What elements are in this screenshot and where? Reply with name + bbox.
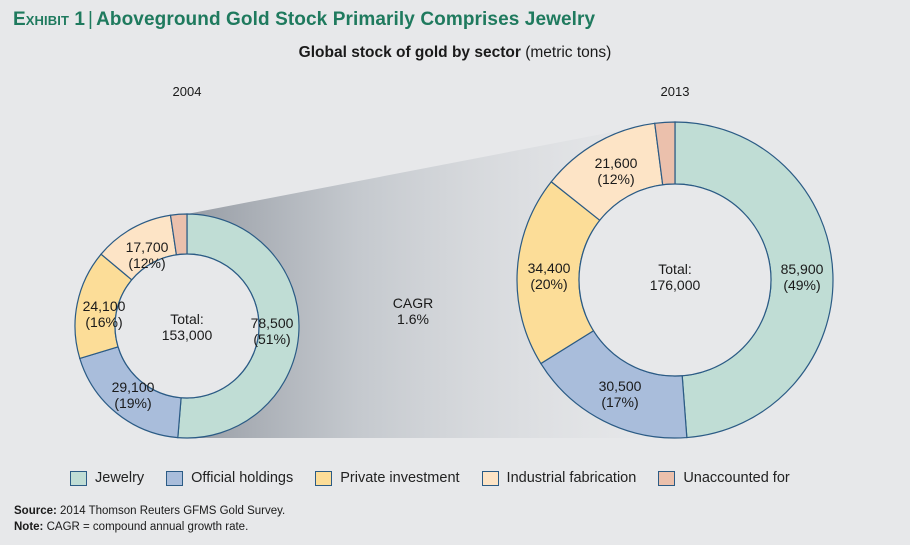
legend: Jewelry Official holdings Private invest… — [70, 470, 812, 486]
subtitle-units: (metric tons) — [525, 44, 612, 61]
donut-2013-hole — [578, 183, 772, 377]
donut-2013-total-label: Total: — [658, 261, 691, 277]
donut-2004-label-pct-industrial-fabrication: (12%) — [128, 255, 165, 271]
donut-year-label-2013: 2013 — [661, 84, 690, 99]
legend-label: Unaccounted for — [683, 470, 790, 486]
note-text: CAGR = compound annual growth rate. — [46, 521, 249, 533]
donut-2004-label-value-industrial-fabrication: 17,700 — [126, 239, 169, 255]
donut-2013-label-pct-industrial-fabrication: (12%) — [597, 171, 634, 187]
title-separator: | — [88, 9, 94, 30]
title-text: Aboveground Gold Stock Primarily Compris… — [96, 9, 596, 30]
legend-label: Private investment — [340, 470, 460, 486]
footer: Source: 2014 Thomson Reuters GFMS Gold S… — [14, 503, 285, 535]
donut-2013-label-pct-jewelry: (49%) — [783, 277, 820, 293]
legend-label: Official holdings — [191, 470, 294, 486]
legend-swatch-unaccounted-for — [658, 470, 676, 486]
donut-2013-total-value: 176,000 — [650, 277, 701, 293]
donut-2004-label-value-official-holdings: 29,100 — [112, 379, 155, 395]
legend-item-unaccounted-for: Unaccounted for — [658, 470, 790, 486]
note-label: Note: — [14, 521, 44, 533]
legend-swatch-industrial-fabrication — [481, 470, 499, 486]
donut-2013-label-value-jewelry: 85,900 — [781, 261, 824, 277]
legend-swatch-private-investment — [315, 470, 333, 486]
legend-swatch-jewelry — [70, 470, 87, 486]
note-line: Note: CAGR = compound annual growth rate… — [14, 519, 285, 535]
cagr-label: CAGR — [393, 295, 433, 311]
donut-2004-label-pct-official-holdings: (19%) — [114, 395, 151, 411]
exhibit-title: Exhibit 1 | Aboveground Gold Stock Primari… — [13, 9, 595, 31]
legend-label: Jewelry — [95, 470, 145, 486]
chart-subtitle: Global stock of gold by sector (metric t… — [0, 44, 910, 62]
legend-label: Industrial fabrication — [506, 470, 637, 486]
donut-2004-total-label: Total: — [170, 311, 203, 327]
legend-item-industrial-fabrication: Industrial fabrication — [481, 470, 637, 486]
donut-year-label-2004: 2004 — [173, 84, 202, 99]
donut-2013-label-value-private-investment: 34,400 — [528, 260, 571, 276]
donut-2013-label-pct-official-holdings: (17%) — [601, 394, 638, 410]
donut-2004-label-pct-jewelry: (51%) — [253, 331, 290, 347]
exhibit-label: Exhibit 1 — [13, 9, 86, 30]
legend-item-jewelry: Jewelry — [70, 470, 144, 486]
subtitle-main: Global stock of gold by sector — [298, 44, 521, 61]
legend-item-private-investment: Private investment — [315, 470, 460, 486]
donut-2013-label-pct-private-investment: (20%) — [530, 276, 567, 292]
donut-2013-label-value-industrial-fabrication: 21,600 — [595, 155, 638, 171]
source-text: 2014 Thomson Reuters GFMS Gold Survey. — [60, 505, 286, 517]
legend-swatch-official-holdings — [166, 470, 184, 486]
donut-2004-hole — [114, 253, 260, 399]
donut-2004-total-value: 153,000 — [162, 327, 213, 343]
legend-item-official-holdings: Official holdings — [166, 470, 293, 486]
donut-2004-label-value-jewelry: 78,500 — [251, 315, 294, 331]
donut-2004-label-pct-private-investment: (16%) — [85, 314, 122, 330]
source-label: Source: — [14, 505, 57, 517]
donut-2004-label-value-private-investment: 24,100 — [83, 298, 126, 314]
cagr-value: 1.6% — [397, 311, 429, 327]
donut-2013-label-value-official-holdings: 30,500 — [599, 378, 642, 394]
source-line: Source: 2014 Thomson Reuters GFMS Gold S… — [14, 503, 285, 519]
